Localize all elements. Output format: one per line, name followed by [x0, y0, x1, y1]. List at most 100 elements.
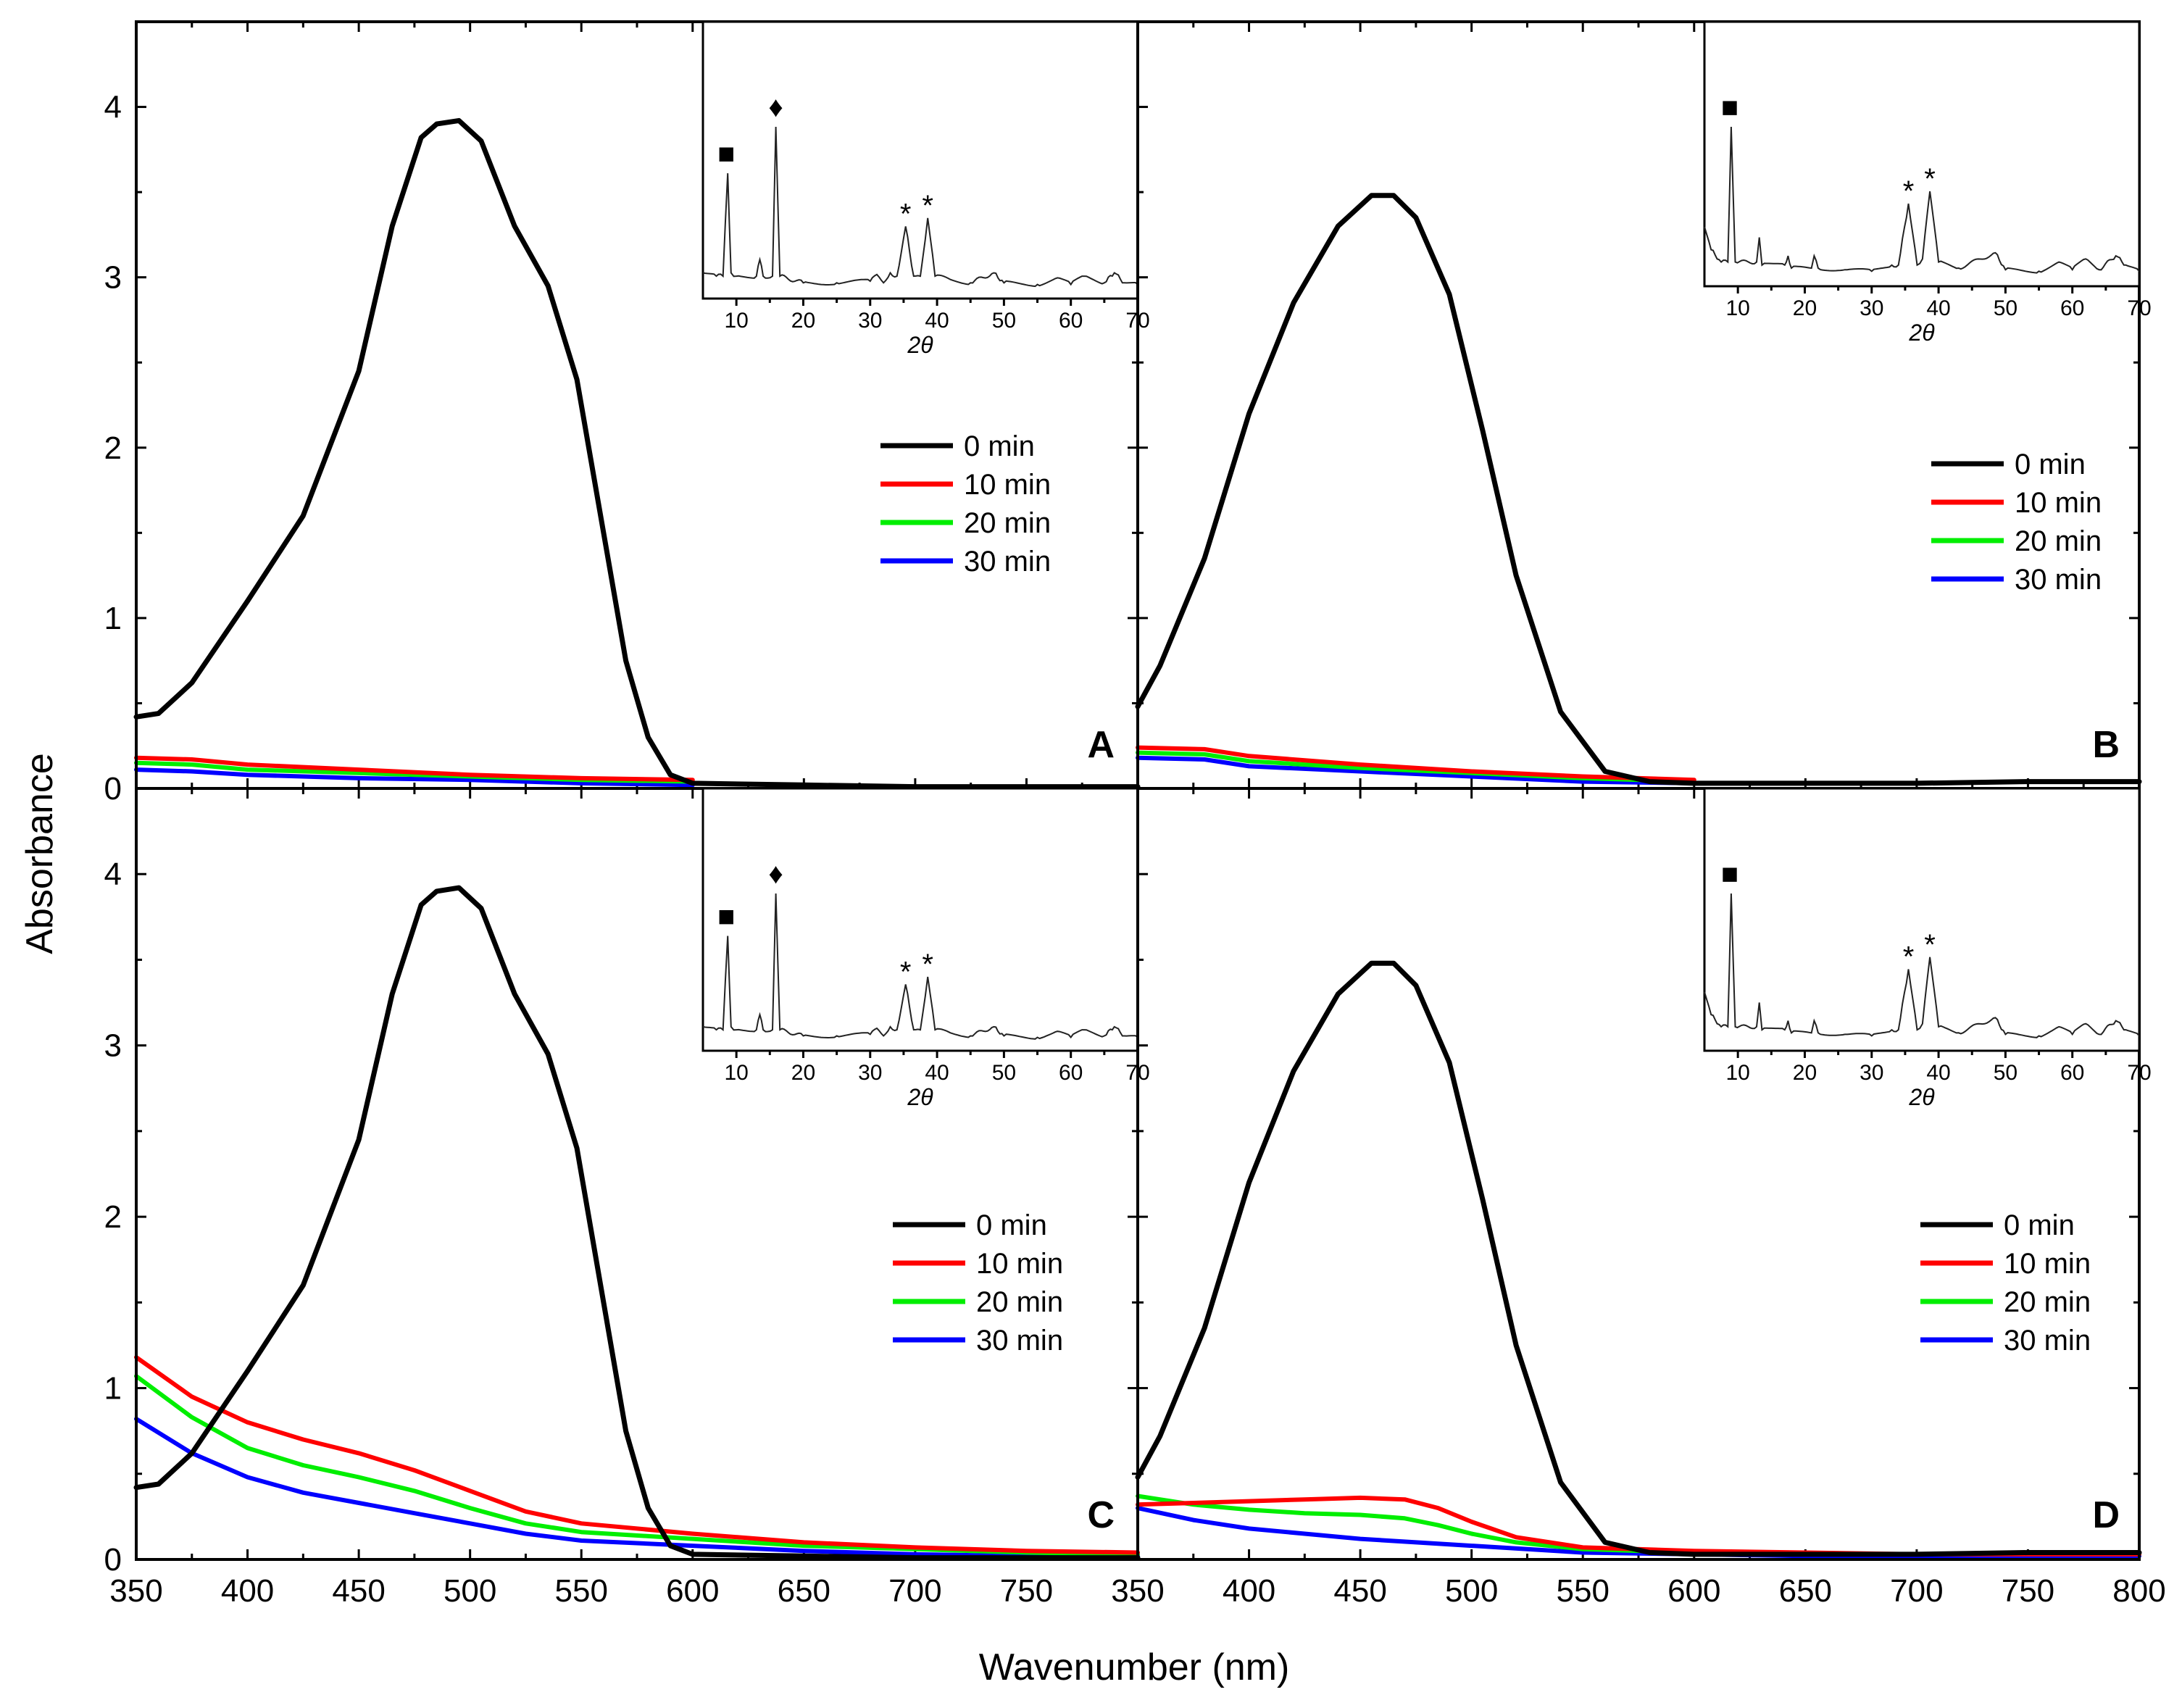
- series-line-30-min: [1136, 755, 1696, 786]
- inset-tick-label: 70: [2127, 296, 2151, 320]
- y-tick-label: 0: [104, 771, 122, 807]
- inset-tick-label: 40: [1926, 1061, 1950, 1085]
- inset-tick-label: 40: [925, 1061, 949, 1085]
- x-tick-label: 800: [2112, 1573, 2165, 1609]
- legend-label: 0 min: [964, 430, 1035, 462]
- peak-marker: ♦: [768, 858, 783, 890]
- inset-tick-label: 10: [1725, 296, 1749, 320]
- x-tick-label: 750: [2002, 1573, 2054, 1609]
- peak-marker: ■: [717, 901, 735, 933]
- peak-marker: *: [1903, 175, 1915, 207]
- legend-label: 30 min: [964, 546, 1051, 578]
- y-tick-label: 4: [104, 857, 122, 892]
- legend-label: 30 min: [2015, 564, 2102, 596]
- legend-label: 20 min: [964, 507, 1051, 539]
- series-line-0-min: [133, 117, 1141, 790]
- panel-letter: A: [1087, 724, 1115, 766]
- legend-label: 10 min: [2004, 1248, 2091, 1280]
- x-tick-label: 700: [888, 1573, 941, 1609]
- inset-tick-label: 50: [992, 1061, 1016, 1085]
- legend-label: 20 min: [2015, 525, 2102, 557]
- peak-marker: *: [900, 956, 912, 988]
- peak-marker: ■: [1721, 858, 1738, 890]
- panel-letter: B: [2092, 724, 2120, 766]
- inset-frame: [701, 787, 1139, 1052]
- y-tick-label: 2: [104, 1199, 122, 1235]
- inset-tick-label: 60: [1059, 1061, 1083, 1085]
- peak-marker: *: [1924, 929, 1936, 961]
- inset-tick-label: 10: [724, 1061, 748, 1085]
- x-tick-label: 350: [109, 1573, 162, 1609]
- peak-marker: *: [922, 949, 933, 980]
- x-tick-label: 750: [1000, 1573, 1053, 1609]
- inset-tick-label: 60: [1059, 309, 1083, 333]
- xrd-inset: 10 20 30 40 50 60 70 2θ ■ * *: [1703, 787, 2152, 1110]
- y-tick-label: 3: [104, 260, 122, 296]
- x-tick-label: 350: [1111, 1573, 1164, 1609]
- legend-label: 20 min: [2004, 1286, 2091, 1318]
- y-axis-label: Absorbance: [19, 753, 61, 954]
- inset-axis-label: 2θ: [1908, 320, 1935, 346]
- inset-tick-label: 30: [1860, 1061, 1883, 1085]
- panel-b: 0 min 10 min 20 min 30 min B 10 20 30 40 50 60 70 2θ…: [1135, 20, 2152, 790]
- legend: 0 min 10 min 20 min 30 min: [1931, 449, 2102, 596]
- xrd-pattern-line: [702, 126, 1138, 288]
- inset-tick-label: 10: [1725, 1061, 1749, 1085]
- inset-tick-label: 60: [2060, 1061, 2084, 1085]
- panel-letter: D: [2092, 1494, 2120, 1536]
- legend-label: 0 min: [2015, 449, 2086, 480]
- inset-tick-label: 20: [791, 1061, 815, 1085]
- series-line-10-min: [134, 1355, 1140, 1555]
- inset-axis-label: 2θ: [1908, 1084, 1935, 1110]
- inset-tick-label: 30: [1860, 296, 1883, 320]
- y-tick-label: 2: [104, 430, 122, 466]
- x-tick-label: 550: [555, 1573, 608, 1609]
- inset-tick-label: 20: [1793, 1061, 1817, 1085]
- inset-frame: [1703, 787, 2141, 1052]
- peak-marker: *: [1903, 941, 1915, 973]
- legend: 0 min 10 min 20 min 30 min: [1920, 1209, 2091, 1357]
- xrd-pattern-line: [1704, 126, 2140, 274]
- peak-marker: *: [1924, 163, 1936, 195]
- inset-tick-label: 20: [791, 309, 815, 333]
- inset-frame: [1703, 20, 2141, 288]
- inset-tick-label: 30: [858, 309, 882, 333]
- legend-label: 30 min: [976, 1325, 1063, 1357]
- legend-label: 20 min: [976, 1286, 1063, 1318]
- inset-axis-label: 2θ: [907, 1084, 933, 1110]
- legend-label: 10 min: [976, 1248, 1063, 1280]
- inset-tick-label: 40: [925, 309, 949, 333]
- legend: 0 min 10 min 20 min 30 min: [880, 430, 1051, 578]
- x-tick-label: 600: [666, 1573, 719, 1609]
- panel-frame: [1136, 787, 2141, 1561]
- legend-label: 30 min: [2004, 1325, 2091, 1357]
- xrd-inset: 10 20 30 40 50 60 70 2θ ■ * *: [1703, 20, 2152, 346]
- inset-tick-label: 70: [2127, 1061, 2151, 1085]
- series-line-10-min: [134, 755, 695, 783]
- x-tick-label: 600: [1667, 1573, 1720, 1609]
- x-tick-label: 500: [1445, 1573, 1498, 1609]
- y-tick-label: 3: [104, 1028, 122, 1064]
- inset-tick-label: 20: [1793, 296, 1817, 320]
- x-tick-label: 500: [444, 1573, 496, 1609]
- y-tick-label: 4: [104, 90, 122, 125]
- y-tick-label: 1: [104, 1371, 122, 1407]
- legend-label: 10 min: [964, 469, 1051, 501]
- legend-label: 0 min: [976, 1209, 1047, 1241]
- inset-tick-label: 60: [2060, 296, 2084, 320]
- x-tick-label: 400: [221, 1573, 274, 1609]
- x-tick-label: 700: [1890, 1573, 1943, 1609]
- inset-tick-label: 50: [992, 309, 1016, 333]
- inset-frame: [701, 20, 1139, 300]
- xrd-pattern-line: [1704, 893, 2140, 1038]
- legend-label: 10 min: [2015, 487, 2102, 519]
- xrd-pattern-line: [702, 893, 1138, 1040]
- x-tick-label: 550: [1557, 1573, 1610, 1609]
- legend: 0 min 10 min 20 min 30 min: [893, 1209, 1063, 1357]
- inset-tick-label: 30: [858, 1061, 882, 1085]
- x-tick-label: 450: [332, 1573, 385, 1609]
- series-line-0-min: [133, 885, 1141, 1561]
- inset-tick-label: 50: [1994, 296, 2017, 320]
